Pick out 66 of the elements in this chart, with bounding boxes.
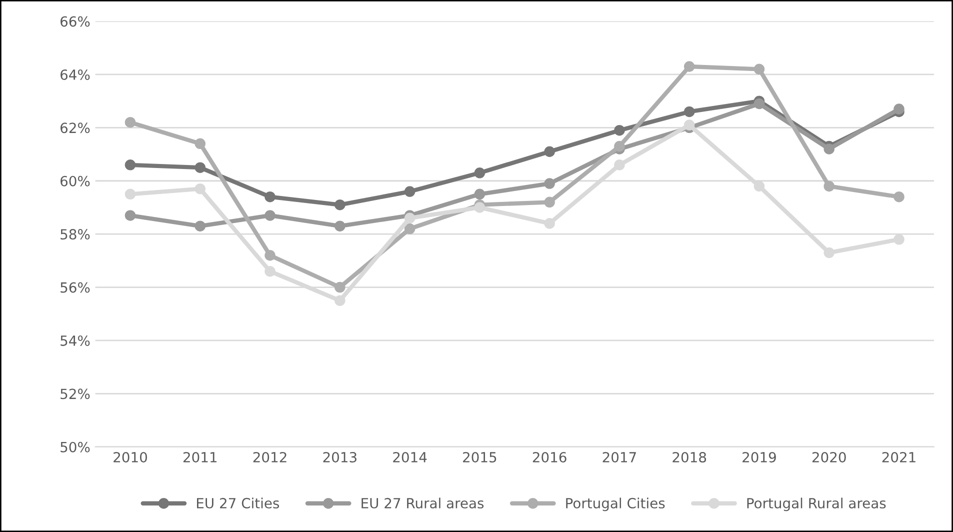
x-tick-label: 2010 [114, 452, 147, 462]
y-tick-label: 64% [60, 69, 90, 80]
y-tick-label: 60% [60, 176, 90, 186]
x-tick-label: 2012 [253, 452, 286, 462]
legend-label: EU 27 Cities [197, 498, 280, 508]
point [264, 266, 276, 277]
y-tick-label: 52% [60, 388, 90, 400]
point [124, 116, 136, 128]
x-tick-label: 2016 [532, 452, 566, 462]
point [474, 168, 486, 178]
point [544, 218, 555, 229]
point [754, 64, 765, 75]
point [194, 220, 206, 232]
legend-label: Portugal Rural areas [747, 498, 886, 512]
point [824, 180, 834, 192]
point [264, 210, 276, 221]
point [404, 186, 416, 197]
point [614, 160, 625, 170]
point [124, 210, 136, 221]
x-tick-label: 2013 [323, 452, 356, 462]
y-tick-label: 62% [60, 122, 90, 134]
point [334, 295, 346, 306]
point [894, 104, 904, 114]
point [684, 120, 695, 130]
point [824, 247, 834, 258]
point [544, 196, 555, 208]
x-tick-label: 2011 [183, 452, 217, 462]
y-tick-label: 50% [60, 442, 90, 452]
point [684, 61, 695, 72]
x-tick-label: 2018 [672, 452, 706, 462]
point [334, 199, 346, 210]
point [684, 106, 695, 118]
point [194, 183, 206, 194]
point [824, 144, 834, 154]
point [264, 191, 276, 202]
x-tick-label: 2020 [812, 452, 846, 462]
x-tick-label: 2021 [882, 452, 916, 462]
point [404, 212, 416, 224]
point [194, 138, 206, 150]
y-tick-label: 58% [60, 229, 90, 240]
point [544, 146, 555, 157]
point [614, 124, 625, 136]
point [404, 223, 416, 234]
x-tick-label: 2014 [393, 452, 427, 462]
x-tick-label: 2017 [602, 452, 636, 462]
point [124, 160, 136, 170]
point [194, 162, 206, 173]
point [894, 191, 904, 202]
point [474, 202, 486, 213]
y-tick-label: 54% [60, 335, 90, 346]
point [754, 180, 765, 192]
point [614, 140, 625, 152]
legend-label: Portugal Cities [566, 498, 665, 512]
point [894, 234, 904, 245]
point [124, 188, 136, 200]
point [754, 98, 765, 110]
y-tick-label: 56% [60, 282, 90, 293]
legend-label: EU 27 Rural areas [362, 498, 484, 508]
y-tick-label: 66% [60, 16, 90, 27]
x-tick-label: 2019 [742, 452, 776, 462]
point [334, 282, 346, 293]
x-tick-label: 2015 [463, 452, 496, 462]
point [544, 178, 555, 189]
point [334, 220, 346, 232]
point [264, 250, 276, 261]
point [474, 188, 486, 200]
